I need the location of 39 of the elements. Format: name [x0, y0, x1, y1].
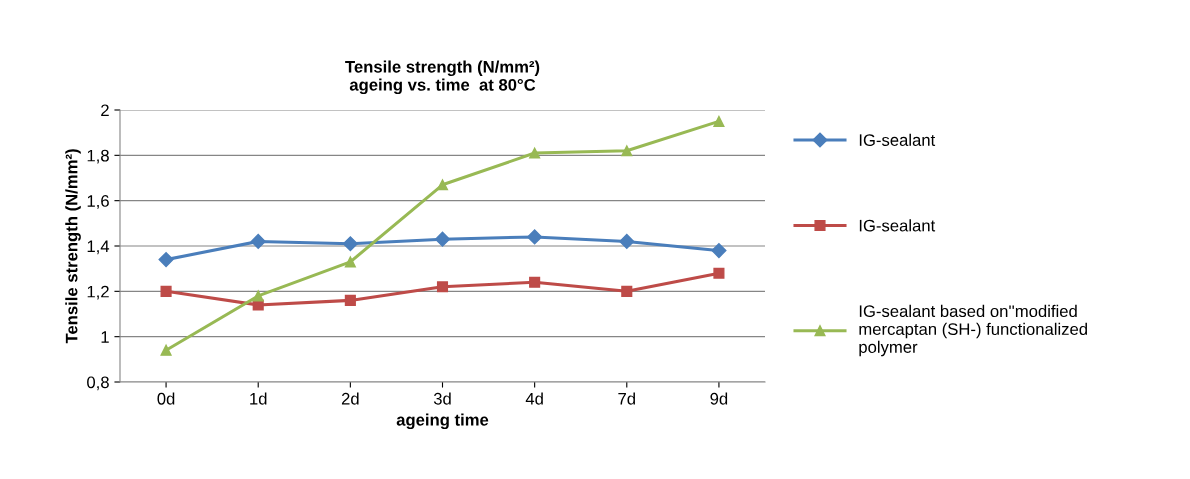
point	[342, 236, 358, 252]
y-tick-label: 1,8	[87, 149, 109, 164]
legend-label: IG-sealant based on''modified mercaptan (SH-) functionalized polymer	[859, 304, 1087, 357]
point	[529, 276, 541, 288]
point	[436, 281, 449, 293]
point	[250, 233, 266, 250]
point	[344, 256, 356, 268]
x-tick-label: 9d	[710, 392, 728, 405]
point	[252, 290, 264, 302]
x-tick-label: 4d	[525, 392, 543, 405]
x-axis-title: ageing time	[396, 413, 489, 430]
point	[527, 229, 543, 245]
point	[619, 233, 635, 250]
x-tick-label: 7d	[618, 392, 635, 405]
y-tick-label: 1	[101, 331, 109, 343]
chart-title: Tensile strength (N/mm²) ageing vs. time at 80°C	[345, 60, 540, 95]
point	[529, 147, 541, 159]
point	[621, 145, 633, 157]
y-tick-label: 0,8	[87, 376, 109, 391]
point	[713, 267, 725, 279]
x-tick-label: 3d	[433, 392, 451, 405]
y-tick-label: 1,2	[87, 285, 109, 300]
y-tick-label: 1,6	[87, 195, 109, 209]
point	[713, 115, 725, 127]
point	[344, 294, 356, 306]
legend-label: IG-sealant	[859, 219, 936, 232]
y-axis-title: Tensile strength (N/mm²)	[65, 149, 81, 344]
point	[160, 344, 172, 356]
point	[434, 231, 451, 247]
point	[160, 285, 172, 297]
point	[158, 252, 174, 268]
y-tick-label: 1,4	[87, 240, 110, 255]
x-tick-label: 0d	[157, 392, 175, 405]
point	[711, 242, 727, 259]
legend-label: IG-sealant	[859, 133, 936, 146]
x-tick-label: 2d	[341, 392, 359, 405]
y-tick-label: 2	[101, 104, 109, 117]
point	[621, 285, 633, 297]
x-tick-label: 1d	[250, 392, 267, 405]
